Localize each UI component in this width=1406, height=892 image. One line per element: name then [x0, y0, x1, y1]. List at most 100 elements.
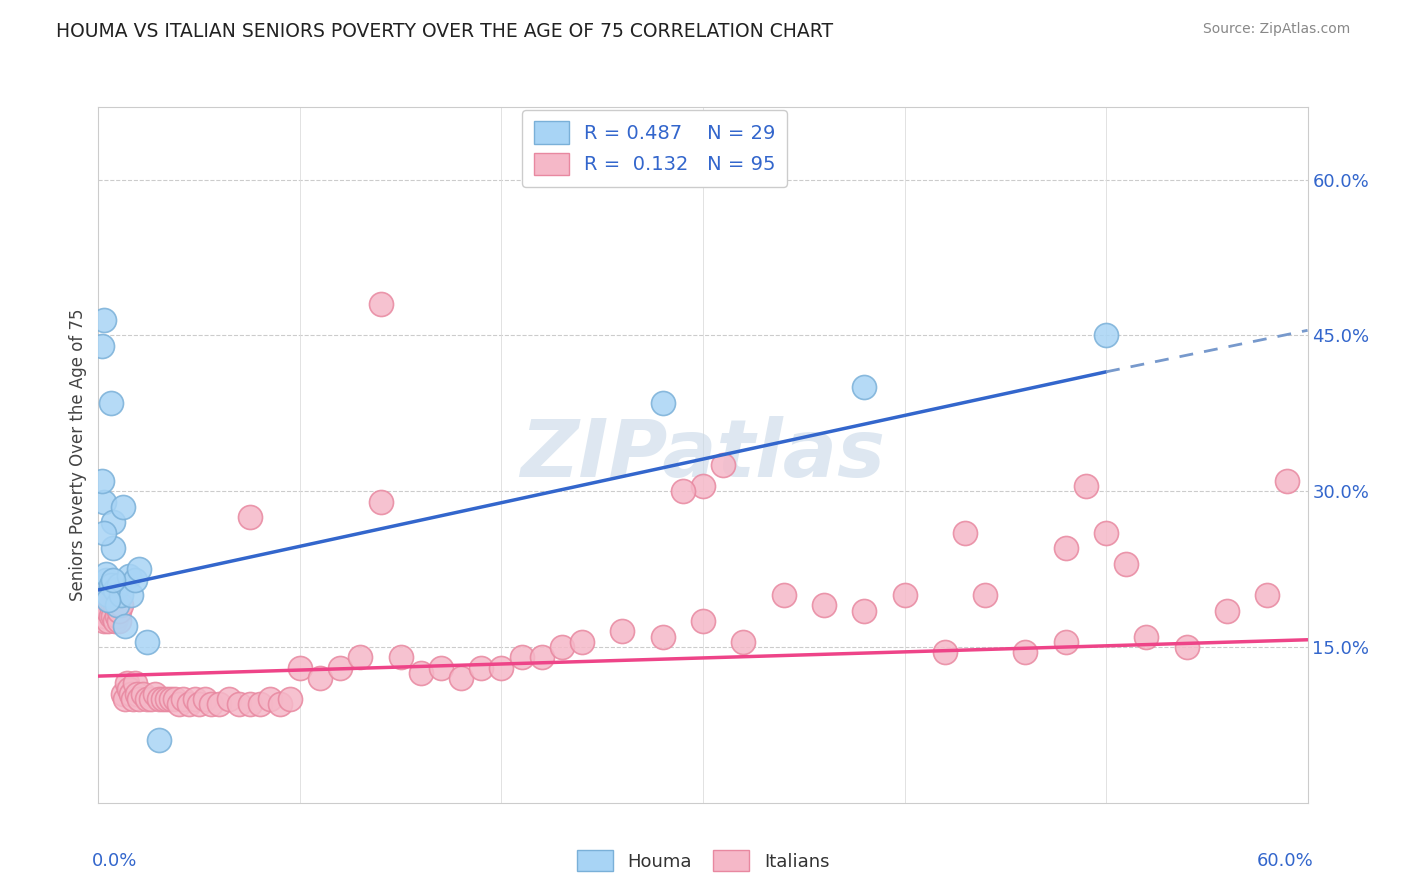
Point — [853, 380, 876, 394]
Point — [148, 692, 170, 706]
Point — [100, 578, 122, 592]
Point — [107, 578, 129, 592]
Point — [135, 635, 157, 649]
Point — [893, 588, 915, 602]
Point — [651, 396, 673, 410]
Point — [101, 599, 124, 613]
Point — [156, 692, 179, 706]
Point — [93, 313, 115, 327]
Point — [179, 697, 201, 711]
Point — [612, 624, 634, 639]
Point — [101, 541, 124, 556]
Point — [1054, 635, 1077, 649]
Point — [813, 599, 835, 613]
Point — [93, 525, 115, 540]
Point — [172, 692, 194, 706]
Point — [96, 588, 118, 602]
Point — [128, 692, 150, 706]
Point — [409, 665, 432, 680]
Point — [105, 608, 128, 623]
Point — [139, 692, 162, 706]
Point — [450, 671, 472, 685]
Point — [491, 661, 513, 675]
Point — [953, 525, 976, 540]
Point — [1054, 541, 1077, 556]
Text: 0.0%: 0.0% — [93, 852, 138, 870]
Point — [510, 650, 533, 665]
Point — [160, 692, 183, 706]
Point — [96, 599, 118, 613]
Point — [194, 692, 217, 706]
Point — [120, 687, 142, 701]
Point — [100, 608, 122, 623]
Point — [200, 697, 222, 711]
Point — [692, 479, 714, 493]
Text: Source: ZipAtlas.com: Source: ZipAtlas.com — [1202, 22, 1350, 37]
Point — [1277, 474, 1299, 488]
Point — [772, 588, 794, 602]
Point — [278, 692, 301, 706]
Point — [152, 692, 174, 706]
Point — [125, 687, 148, 701]
Point — [309, 671, 332, 685]
Point — [1216, 604, 1239, 618]
Point — [100, 396, 122, 410]
Point — [101, 516, 124, 530]
Point — [430, 661, 453, 675]
Point — [97, 588, 120, 602]
Point — [1175, 640, 1198, 654]
Point — [184, 692, 207, 706]
Point — [96, 573, 118, 587]
Point — [120, 588, 142, 602]
Point — [329, 661, 352, 675]
Point — [97, 604, 120, 618]
Point — [1014, 645, 1036, 659]
Point — [111, 687, 134, 701]
Point — [103, 582, 125, 597]
Point — [110, 588, 132, 602]
Point — [89, 593, 111, 607]
Point — [93, 614, 115, 628]
Point — [103, 599, 125, 613]
Point — [93, 494, 115, 508]
Point — [239, 697, 262, 711]
Point — [163, 692, 186, 706]
Point — [118, 681, 141, 696]
Point — [114, 692, 136, 706]
Point — [389, 650, 412, 665]
Point — [128, 562, 150, 576]
Point — [148, 733, 170, 747]
Point — [288, 661, 311, 675]
Point — [118, 569, 141, 583]
Point — [711, 458, 734, 473]
Point — [370, 494, 392, 508]
Point — [269, 697, 291, 711]
Point — [105, 599, 128, 613]
Point — [651, 630, 673, 644]
Point — [93, 608, 115, 623]
Point — [96, 567, 118, 582]
Point — [370, 297, 392, 311]
Point — [1095, 328, 1118, 343]
Point — [1135, 630, 1157, 644]
Point — [733, 635, 755, 649]
Point — [1095, 525, 1118, 540]
Point — [143, 687, 166, 701]
Point — [672, 484, 695, 499]
Point — [97, 614, 120, 628]
Point — [259, 692, 281, 706]
Point — [208, 697, 231, 711]
Point — [1115, 557, 1137, 571]
Point — [91, 588, 114, 602]
Point — [228, 697, 250, 711]
Point — [853, 604, 876, 618]
Point — [218, 692, 240, 706]
Point — [110, 599, 132, 613]
Point — [107, 604, 129, 618]
Point — [188, 697, 211, 711]
Point — [103, 614, 125, 628]
Point — [115, 676, 138, 690]
Point — [239, 510, 262, 524]
Point — [934, 645, 956, 659]
Point — [121, 692, 143, 706]
